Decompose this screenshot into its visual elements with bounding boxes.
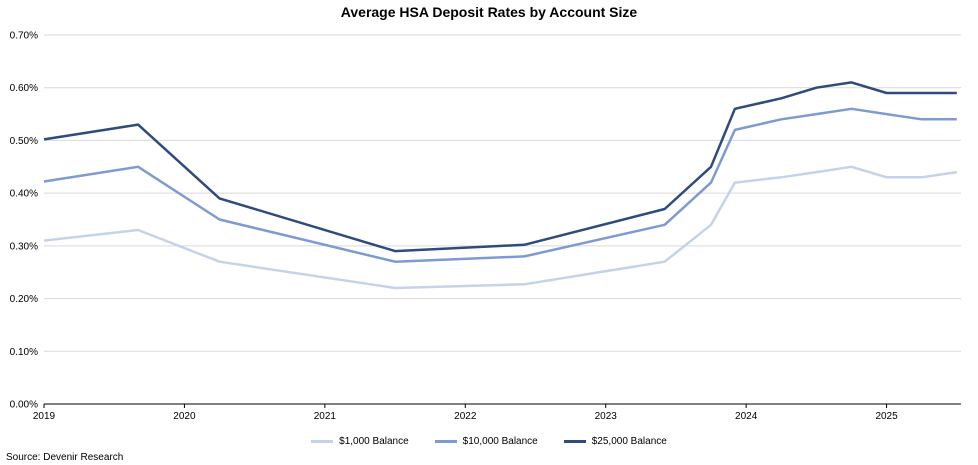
y-tick-label: 0.70% [10, 31, 38, 42]
legend-item: $10,000 Balance [434, 436, 538, 447]
legend-swatch [311, 440, 334, 443]
x-tick-label: 2025 [875, 411, 898, 422]
x-tick-label: 2021 [314, 411, 337, 422]
y-tick-label: 0.30% [10, 241, 38, 252]
x-tick-label: 2019 [33, 411, 56, 422]
legend: $1,000 Balance $10,000 Balance $25,000 B… [0, 436, 978, 447]
legend-item: $1,000 Balance [311, 436, 409, 447]
axes: 0.00% 0.10% 0.20% 0.30% 0.40% 0.50% 0.60% 0.70%… [10, 31, 961, 422]
y-tick-label: 0.10% [10, 347, 38, 358]
y-tick-label: 0.60% [10, 83, 38, 94]
y-tick-label: 0.40% [10, 189, 38, 200]
y-tick-label: 0.20% [10, 294, 38, 305]
legend-label: $1,000 Balance [339, 436, 409, 447]
gridlines [44, 34, 961, 352]
x-tick-label: 2024 [735, 411, 758, 422]
legend-swatch [563, 440, 586, 443]
y-tick-label: 0.50% [10, 136, 38, 147]
x-tick-label: 2022 [454, 411, 477, 422]
legend-label: $25,000 Balance [591, 436, 667, 447]
x-tick-label: 2023 [595, 411, 618, 422]
chart-title: Average HSA Deposit Rates by Account Siz… [340, 4, 638, 20]
source-note: Source: Devenir Research [6, 452, 124, 463]
y-tick-label: 0.00% [10, 400, 38, 411]
series-line [43, 81, 957, 253]
legend-item: $25,000 Balance [563, 436, 667, 447]
series-lines [43, 81, 957, 290]
legend-label: $10,000 Balance [462, 436, 538, 447]
series-line [43, 107, 957, 263]
series-line [43, 165, 957, 290]
x-tick-label: 2020 [173, 411, 196, 422]
legend-swatch [434, 440, 457, 443]
